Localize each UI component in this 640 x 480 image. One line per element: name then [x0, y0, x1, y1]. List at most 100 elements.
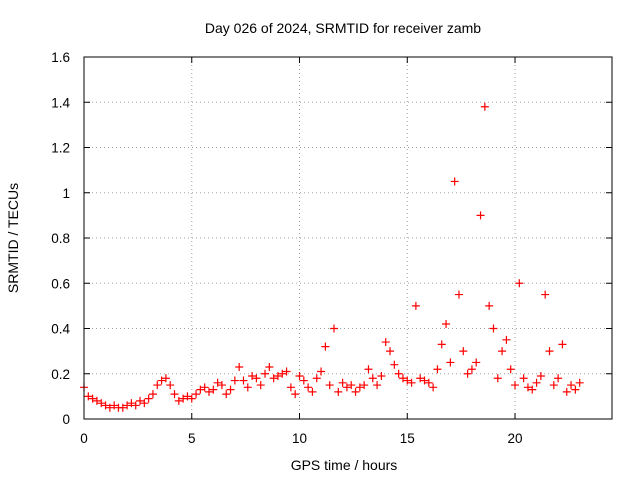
data-point: [136, 396, 145, 405]
data-point: [554, 374, 563, 383]
data-point: [562, 387, 571, 396]
data-point: [463, 369, 472, 378]
x-tick-label: 5: [188, 431, 196, 446]
data-point: [485, 301, 494, 310]
y-tick-label: 0.6: [51, 276, 70, 291]
data-point: [416, 374, 425, 383]
data-point: [187, 394, 196, 403]
data-point: [338, 378, 347, 387]
data-point: [519, 374, 528, 383]
x-tick-label: 0: [80, 431, 88, 446]
plot-frame: [83, 56, 613, 420]
data-point: [523, 383, 532, 392]
data-point: [312, 374, 321, 383]
data-point: [549, 381, 558, 390]
data-point: [222, 390, 231, 399]
data-point: [558, 340, 567, 349]
data-point: [265, 362, 274, 371]
data-point: [304, 383, 313, 392]
y-axis: 0 0.2 0.4 0.6 0.8 1 1.2 1.4 1.6: [51, 50, 612, 427]
data-point: [325, 381, 334, 390]
y-tick-label: 1: [62, 186, 70, 201]
x-axis-label: GPS time / hours: [291, 457, 398, 473]
data-point: [528, 385, 537, 394]
y-axis-label: SRMTID / TECUs: [5, 183, 21, 293]
data-point: [386, 347, 395, 356]
data-point: [407, 378, 416, 387]
y-tick-label: 0: [62, 412, 70, 427]
data-point: [403, 376, 412, 385]
data-point: [123, 401, 132, 410]
data-point: [472, 358, 481, 367]
data-point: [282, 367, 291, 376]
data-point: [377, 372, 386, 381]
x-tick-label: 20: [508, 431, 523, 446]
data-points: [80, 102, 584, 412]
data-point: [153, 381, 162, 390]
data-point: [532, 378, 541, 387]
data-point: [476, 211, 485, 220]
data-point: [454, 290, 463, 299]
data-point: [157, 376, 166, 385]
data-point: [127, 399, 136, 408]
data-point: [291, 390, 300, 399]
data-point: [256, 381, 265, 390]
data-point: [105, 403, 114, 412]
y-tick-label: 0.4: [51, 322, 70, 337]
data-point: [179, 394, 188, 403]
data-point: [502, 335, 511, 344]
y-tick-label: 1.6: [51, 50, 70, 65]
data-point: [196, 385, 205, 394]
data-point: [118, 403, 127, 412]
x-axis: 0 5 10 15 20: [80, 57, 523, 446]
data-point: [235, 362, 244, 371]
data-point: [334, 387, 343, 396]
data-point: [480, 102, 489, 111]
y-tick-label: 0.8: [51, 231, 70, 246]
data-point: [545, 347, 554, 356]
data-point: [140, 399, 149, 408]
data-point: [200, 383, 209, 392]
data-point: [286, 383, 295, 392]
data-point: [248, 372, 257, 381]
data-point: [261, 369, 270, 378]
data-point: [515, 279, 524, 288]
x-tick-label: 15: [400, 431, 415, 446]
data-point: [174, 396, 183, 405]
data-point: [131, 401, 140, 410]
data-point: [424, 378, 433, 387]
data-point: [364, 365, 373, 374]
data-point: [437, 340, 446, 349]
data-point: [170, 390, 179, 399]
data-point: [373, 381, 382, 390]
data-point: [355, 383, 364, 392]
data-point: [411, 301, 420, 310]
data-point: [450, 177, 459, 186]
data-point: [101, 401, 110, 410]
data-point: [148, 390, 157, 399]
data-point: [243, 383, 252, 392]
data-point: [84, 392, 93, 401]
data-point: [183, 392, 192, 401]
data-point: [429, 383, 438, 392]
chart-title: Day 026 of 2024, SRMTID for receiver zam…: [205, 20, 481, 36]
data-point: [493, 374, 502, 383]
data-point: [192, 390, 201, 399]
y-tick-label: 1.4: [51, 95, 70, 110]
data-point: [433, 365, 442, 374]
data-point: [498, 347, 507, 356]
data-point: [230, 376, 239, 385]
data-point: [321, 342, 330, 351]
data-point: [204, 387, 213, 396]
y-tick-label: 0.2: [51, 367, 70, 382]
data-point: [511, 381, 520, 390]
data-point: [506, 365, 515, 374]
data-point: [273, 372, 282, 381]
data-point: [541, 290, 550, 299]
data-point: [489, 324, 498, 333]
data-point: [239, 376, 248, 385]
y-tick-label: 1.2: [51, 141, 70, 156]
data-point: [317, 367, 326, 376]
data-point: [88, 394, 97, 403]
